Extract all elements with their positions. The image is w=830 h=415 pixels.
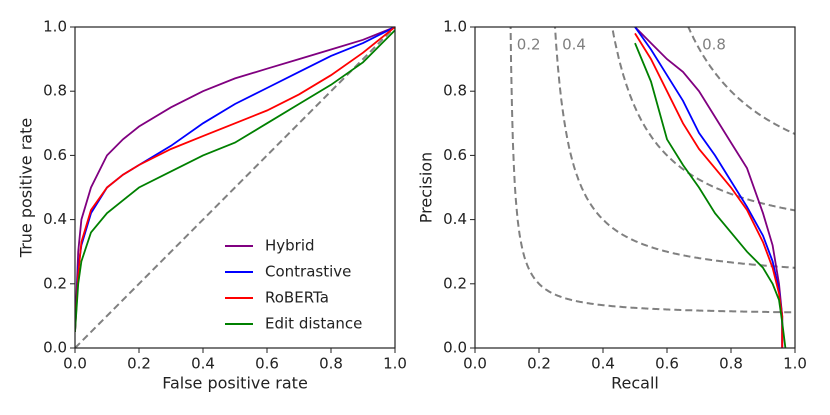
curve xyxy=(634,32,784,348)
curve xyxy=(75,27,395,332)
curve xyxy=(634,27,784,348)
x-tick-label: 0.6 xyxy=(255,355,279,373)
legend-label: RoBERTa xyxy=(265,289,329,307)
x-tick-label: 1.0 xyxy=(383,355,407,373)
x-tick-label: 0.8 xyxy=(719,355,743,373)
x-tick-label: 0.4 xyxy=(591,355,615,373)
y-axis-label: True positive rate xyxy=(17,118,36,258)
y-tick-label: 0.4 xyxy=(43,210,67,228)
y-tick-label: 0.6 xyxy=(443,146,467,164)
x-tick-label: 0.4 xyxy=(191,355,215,373)
curve xyxy=(75,27,395,332)
y-tick-label: 0.4 xyxy=(443,210,467,228)
y-tick-label: 0.8 xyxy=(443,82,467,100)
curve xyxy=(75,29,395,332)
y-tick-label: 0.8 xyxy=(43,82,67,100)
x-tick-label: 0.8 xyxy=(319,355,343,373)
y-tick-label: 0.0 xyxy=(43,339,67,357)
plot-frame xyxy=(74,26,396,349)
y-tick-label: 1.0 xyxy=(43,18,67,36)
x-axis-label: False positive rate xyxy=(162,374,308,393)
curve xyxy=(75,27,395,332)
iso-f1-curve xyxy=(509,27,795,314)
legend-label: Edit distance xyxy=(265,315,362,333)
x-tick-label: 0.2 xyxy=(527,355,551,373)
iso-f1-label: 0.2 xyxy=(517,36,541,54)
y-tick-label: 0.2 xyxy=(443,274,467,292)
iso-f1-curve xyxy=(687,27,795,136)
x-tick-label: 0.6 xyxy=(655,355,679,373)
iso-f1-curve xyxy=(554,27,795,269)
plot-frame xyxy=(474,26,796,349)
legend-label: Contrastive xyxy=(265,263,351,281)
legend-label: Hybrid xyxy=(265,237,315,255)
x-tick-label: 0.0 xyxy=(63,355,87,373)
curve xyxy=(634,42,787,348)
iso-f1-label: 0.8 xyxy=(702,36,726,54)
y-tick-label: 0.0 xyxy=(443,339,467,357)
x-tick-label: 1.0 xyxy=(783,355,807,373)
y-axis-label: Precision xyxy=(417,152,436,223)
iso-f1-curve xyxy=(611,27,795,212)
y-tick-label: 0.6 xyxy=(43,146,67,164)
reference-diagonal xyxy=(74,26,396,349)
x-tick-label: 0.2 xyxy=(127,355,151,373)
y-tick-label: 1.0 xyxy=(443,18,467,36)
iso-f1-label: 0.4 xyxy=(562,36,586,54)
y-tick-label: 0.2 xyxy=(43,274,67,292)
x-tick-label: 0.0 xyxy=(463,355,487,373)
x-axis-label: Recall xyxy=(611,374,659,393)
curve xyxy=(634,27,784,348)
